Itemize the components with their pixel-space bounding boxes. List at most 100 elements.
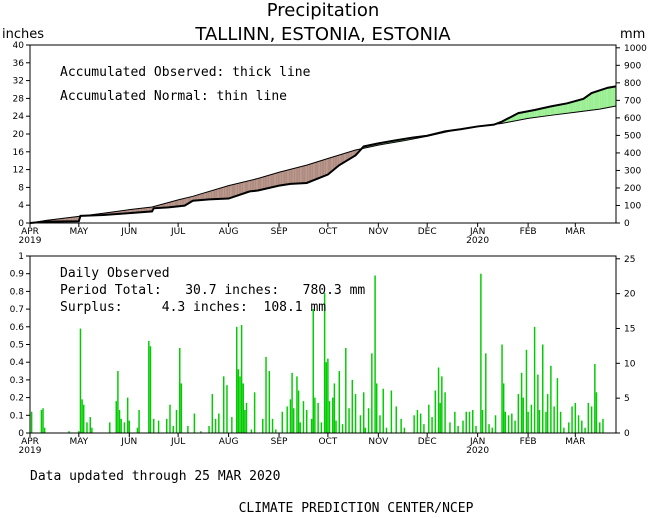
daily-bar (236, 326, 238, 433)
daily-bar (354, 394, 357, 433)
deficit-fill (321, 160, 323, 178)
surplus-fill (576, 100, 579, 112)
chart-subtitle: TALLINN, ESTONIA, ESTONIA (194, 24, 451, 45)
deficit-fill (329, 157, 332, 174)
surplus-fill (542, 107, 545, 117)
deficit-fill (269, 174, 271, 188)
daily-bar (211, 394, 214, 433)
daily-bar (200, 431, 202, 433)
surplus-fill (519, 112, 522, 120)
deficit-fill (262, 176, 265, 190)
deficit-fill (285, 170, 288, 185)
deficit-fill (215, 189, 218, 200)
chart-title: Precipitation (267, 0, 380, 21)
daily-bar (390, 390, 393, 433)
deficit-fill (267, 175, 270, 189)
deficit-fill (168, 202, 170, 208)
deficit-fill (293, 168, 296, 184)
daily-bar (527, 411, 529, 433)
y2-tick-label: 200 (624, 184, 641, 194)
y2-tick-label: 0 (624, 219, 630, 229)
daily-bar (214, 418, 217, 433)
daily-bar (292, 408, 295, 433)
daily-bar (43, 427, 46, 433)
daily-bar (367, 408, 370, 433)
daily-bar (491, 427, 494, 433)
y2-tick-label: 700 (624, 96, 641, 106)
deficit-fill (274, 173, 276, 187)
deficit-fill (292, 168, 294, 184)
x-tick-label: AUG (219, 437, 239, 447)
daily-bar (502, 383, 505, 433)
deficit-fill (349, 151, 351, 160)
deficit-fill (331, 156, 333, 172)
daily-bar (379, 415, 381, 433)
daily-bar (481, 409, 484, 433)
daily-bar (517, 394, 520, 433)
left-unit-label: inches (2, 27, 44, 42)
daily-bar (335, 420, 337, 433)
x-tick-label: FEB (520, 227, 537, 237)
daily-bar (244, 409, 246, 433)
daily-bar (382, 388, 384, 433)
daily-bar (465, 411, 467, 433)
deficit-fill (248, 180, 250, 192)
y2-tick-label: 15 (624, 324, 635, 334)
deficit-fill (246, 180, 249, 193)
daily-bar (328, 401, 331, 433)
y2-tick-label: 1000 (624, 44, 647, 54)
daily-bar (590, 406, 593, 433)
x-tick-label: MAR (565, 227, 585, 237)
deficit-fill (340, 154, 343, 165)
daily-bar (571, 406, 573, 433)
surplus-fill (573, 101, 576, 113)
deficit-fill (178, 199, 180, 207)
deficit-fill (345, 152, 348, 162)
surplus-fill (570, 101, 573, 113)
daily-bar (128, 420, 131, 433)
deficit-fill (223, 186, 226, 199)
surplus-fill (578, 99, 581, 112)
y-tick-label: 28 (13, 94, 25, 104)
deficit-fill (327, 157, 330, 175)
surplus-fill (606, 87, 608, 108)
daily-bar (507, 415, 510, 433)
surplus-fill (588, 94, 590, 111)
deficit-fill (275, 172, 278, 187)
daily-bar (310, 418, 313, 433)
deficit-fill (148, 207, 151, 212)
deficit-fill (259, 177, 262, 191)
daily-bar (117, 371, 119, 433)
y-tick-label: 1 (18, 252, 24, 262)
deficit-fill (70, 217, 73, 222)
deficit-fill (73, 216, 76, 222)
daily-bar (81, 399, 83, 433)
daily-bar (208, 425, 210, 433)
daily-bar (485, 353, 487, 433)
deficit-fill (282, 171, 284, 186)
deficit-fill (251, 179, 254, 192)
surplus-fill (516, 113, 519, 121)
x-tick-label: MAY (69, 227, 88, 237)
daily-bar (525, 349, 528, 433)
surplus-fill (599, 89, 602, 110)
daily-bar (385, 427, 388, 433)
daily-bar (441, 376, 443, 433)
daily-bar (338, 371, 341, 433)
accumulated-y-axis: 0 4 8 12 16 20 24 28 32 36 40 (13, 41, 30, 229)
y-tick-label: 0.3 (10, 376, 24, 386)
daily-bar (126, 397, 129, 433)
x-tick-label: FEB (520, 437, 537, 447)
x-tick-label: JUN (120, 437, 137, 447)
surplus-fill (601, 89, 603, 109)
daily-bar (416, 409, 419, 433)
y-tick-label: 12 (13, 166, 24, 176)
surplus-fill (537, 108, 540, 118)
deficit-fill (183, 198, 185, 206)
y-tick-label: 40 (13, 41, 25, 51)
daily-bar (545, 411, 547, 433)
surplus-fill (604, 88, 607, 109)
daily-bar (286, 406, 288, 433)
surplus-fill (580, 99, 582, 112)
